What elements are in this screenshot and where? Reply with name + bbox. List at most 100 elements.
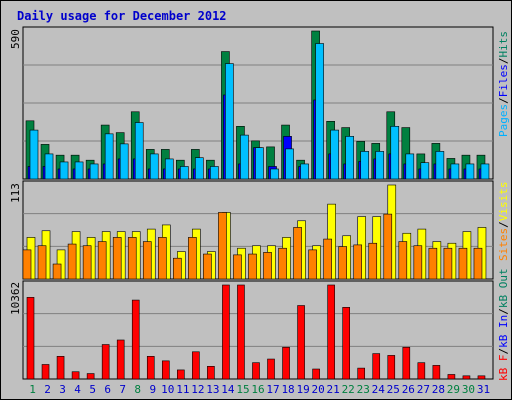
kbf-bar-day-21 [327, 284, 335, 380]
kbf-bar-day-24 [372, 353, 381, 380]
kbf-bar-day-20 [312, 368, 320, 380]
sites-bar-day-18 [278, 247, 287, 280]
pages-bar-day-24 [375, 151, 385, 180]
kbf-bar-day-8 [131, 299, 140, 380]
day-label-1: 1 [29, 383, 36, 396]
day-label-3: 3 [59, 383, 66, 396]
kbf-bar-day-2 [41, 364, 50, 380]
day-label-14: 14 [221, 383, 235, 396]
sites-bar-day-30 [458, 247, 468, 280]
kbf-bar-day-4 [71, 371, 80, 380]
pages-bar-day-7 [119, 143, 129, 180]
kbf-bar-day-27 [417, 362, 426, 380]
sites-bar-day-13 [203, 253, 212, 280]
pages-bar-day-10 [164, 158, 174, 180]
sites-bar-day-16 [248, 253, 257, 280]
pages-bar-day-31 [480, 163, 490, 180]
kbf-bar-day-9 [146, 356, 155, 380]
sites-bar-day-8 [127, 237, 137, 280]
pages-bar-day-22 [345, 136, 354, 180]
day-label-31: 31 [477, 383, 490, 396]
pages-bar-day-30 [465, 163, 475, 180]
kbf-bar-day-13 [207, 365, 215, 380]
kbf-bar-day-16 [252, 362, 260, 380]
kbf-bar-day-28 [432, 365, 441, 380]
pages-bar-day-28 [435, 151, 445, 180]
kbf-bar-day-19 [297, 305, 305, 380]
sites-bar-day-6 [97, 241, 107, 280]
sites-bar-day-12 [188, 237, 197, 280]
day-label-13: 13 [206, 383, 219, 396]
kbf-bar-day-10 [161, 360, 170, 380]
pages-bar-day-12 [195, 157, 204, 180]
sites-bar-day-31 [473, 247, 483, 280]
kbf-bar-day-15 [237, 284, 245, 380]
sites-bar-day-21 [323, 238, 332, 280]
sites-bar-day-7 [112, 237, 122, 280]
pages-bar-day-26 [405, 153, 415, 180]
kbf-bar-day-18 [282, 346, 290, 380]
sites-bar-day-10 [157, 237, 167, 280]
day-label-19: 19 [296, 383, 309, 396]
sites-bar-day-11 [173, 257, 182, 280]
day-label-29: 29 [447, 383, 460, 396]
day-label-7: 7 [119, 383, 126, 396]
day-label-23: 23 [357, 383, 370, 396]
sites-bar-day-23 [353, 244, 363, 280]
pages-bar-day-11 [180, 166, 189, 180]
pages-bar-day-25 [390, 126, 400, 180]
kbf-bar-day-5 [86, 373, 95, 380]
day-label-10: 10 [161, 383, 174, 396]
pages-bar-day-8 [134, 122, 144, 180]
day-label-24: 24 [372, 383, 386, 396]
kbf-bar-day-22 [342, 307, 350, 380]
day-label-26: 26 [402, 383, 415, 396]
day-label-18: 18 [281, 383, 294, 396]
pages-bar-day-29 [450, 163, 460, 180]
day-label-25: 25 [387, 383, 400, 396]
day-label-11: 11 [176, 383, 189, 396]
kbf-bar-day-6 [101, 344, 110, 380]
pages-bar-day-23 [360, 151, 370, 180]
day-label-4: 4 [74, 383, 81, 396]
kbf-bar-day-1 [26, 297, 35, 380]
pages-bar-day-2 [44, 153, 54, 180]
sites-bar-day-26 [398, 241, 408, 280]
sites-bar-day-4 [67, 243, 77, 280]
pages-bar-day-18 [285, 148, 294, 180]
sites-bar-day-24 [368, 242, 378, 280]
sites-bar-day-17 [263, 252, 272, 280]
kbf-bar-day-3 [56, 356, 65, 380]
sites-bar-day-20 [308, 249, 317, 280]
day-label-9: 9 [149, 383, 156, 396]
pages-bar-day-19 [300, 163, 309, 180]
day-label-20: 20 [312, 383, 325, 396]
sites-bar-day-3 [52, 263, 62, 280]
sites-bar-day-28 [428, 247, 438, 280]
pages-bar-day-16 [255, 147, 264, 180]
sites-bar-day-5 [82, 245, 92, 280]
sites-bar-day-27 [413, 245, 423, 280]
pages-bar-day-13 [210, 166, 219, 180]
chart-title: Daily usage for December 2012 [17, 9, 227, 23]
pages-bar-day-3 [59, 161, 69, 180]
day-label-17: 17 [266, 383, 279, 396]
day-label-30: 30 [462, 383, 475, 396]
pages-bar-day-27 [420, 162, 430, 180]
sites-bar-day-22 [338, 246, 347, 280]
kbf-bar-day-12 [192, 351, 200, 380]
kbf-bar-day-29 [447, 374, 456, 380]
day-label-16: 16 [251, 383, 264, 396]
sites-bar-day-19 [293, 227, 302, 280]
pages-bar-day-21 [330, 129, 339, 180]
kbf-bar-day-7 [116, 339, 125, 380]
sites-bar-day-2 [37, 245, 47, 280]
kbf-bar-day-25 [387, 355, 396, 380]
pages-bar-day-14 [225, 63, 234, 180]
pages-bar-day-1 [29, 129, 39, 180]
sites-bar-day-29 [443, 247, 453, 280]
day-label-8: 8 [134, 383, 141, 396]
pages-bar-day-15 [240, 134, 249, 180]
